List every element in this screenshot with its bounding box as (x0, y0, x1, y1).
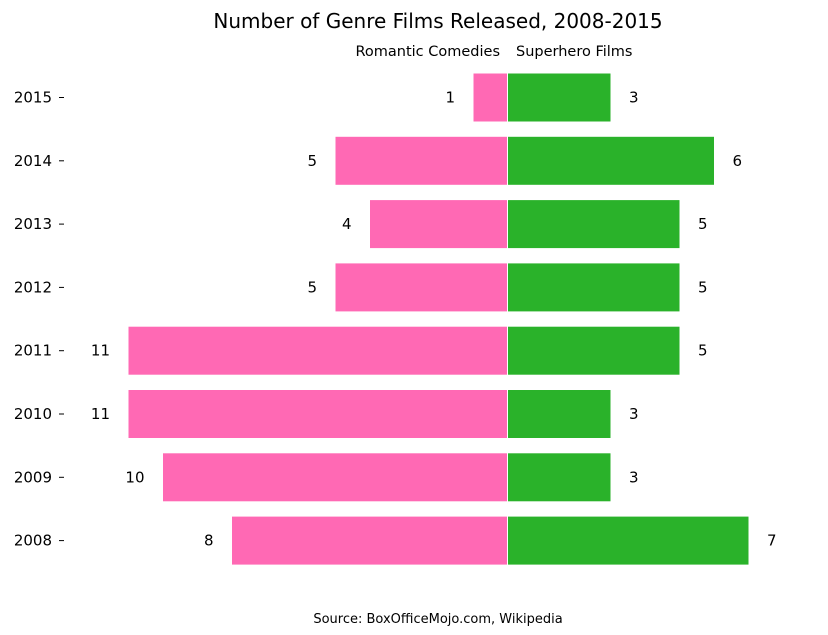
bar-romantic-comedies-2013 (369, 199, 508, 250)
series-label-romantic-comedies: Romantic Comedies (355, 44, 500, 60)
year-tick-label-2013: 2013 (14, 215, 52, 233)
value-label-superhero-films-2013: 5 (698, 215, 708, 233)
bar-superhero-films-2013 (507, 199, 681, 250)
year-tick-label-2014: 2014 (14, 152, 52, 170)
bar-romantic-comedies-2008 (231, 515, 508, 566)
value-label-romantic-comedies-2011: 11 (91, 342, 110, 360)
bar-superhero-films-2010 (507, 389, 612, 439)
year-tick-label-2008: 2008 (14, 532, 52, 550)
value-label-superhero-films-2010: 3 (629, 405, 639, 423)
source-note: Source: BoxOfficeMojo.com, Wikipedia (313, 612, 562, 627)
value-label-romantic-comedies-2012: 5 (307, 278, 317, 296)
chart-title: Number of Genre Films Released, 2008-201… (213, 9, 662, 33)
bar-superhero-films-2008 (507, 515, 750, 566)
year-tick-label-2009: 2009 (14, 468, 52, 486)
bar-superhero-films-2012 (507, 262, 681, 313)
year-tick-label-2012: 2012 (14, 278, 52, 296)
bar-romantic-comedies-2014 (334, 135, 508, 186)
value-label-superhero-films-2015: 3 (629, 89, 639, 107)
bar-superhero-films-2014 (507, 135, 715, 186)
plot-area: 2015 1 3 2014 5 6 2013 4 5 2012 5 5 2011 11 5 2010 11 3 20… (14, 72, 777, 566)
bar-superhero-films-2009 (507, 452, 612, 503)
bar-superhero-films-2011 (507, 325, 681, 376)
series-label-superhero-films: Superhero Films (516, 44, 632, 60)
value-label-romantic-comedies-2010: 11 (91, 405, 110, 423)
bar-romantic-comedies-2009 (162, 452, 508, 503)
year-tick-label-2015: 2015 (14, 89, 52, 107)
value-label-superhero-films-2014: 6 (733, 152, 743, 170)
value-label-superhero-films-2012: 5 (698, 278, 708, 296)
year-tick-label-2011: 2011 (14, 342, 52, 360)
value-label-romantic-comedies-2008: 8 (204, 532, 214, 550)
bar-romantic-comedies-2012 (334, 262, 508, 313)
year-tick-label-2010: 2010 (14, 405, 52, 423)
bar-superhero-films-2015 (507, 72, 612, 123)
value-label-romantic-comedies-2015: 1 (445, 89, 455, 107)
value-label-superhero-films-2011: 5 (698, 342, 708, 360)
value-label-superhero-films-2008: 7 (767, 532, 777, 550)
bar-romantic-comedies-2010 (127, 389, 508, 439)
bar-romantic-comedies-2011 (127, 325, 508, 376)
bar-romantic-comedies-2015 (472, 72, 508, 123)
value-label-superhero-films-2009: 3 (629, 468, 639, 486)
value-label-romantic-comedies-2013: 4 (342, 215, 352, 233)
value-label-romantic-comedies-2014: 5 (307, 152, 317, 170)
value-label-romantic-comedies-2009: 10 (125, 468, 144, 486)
